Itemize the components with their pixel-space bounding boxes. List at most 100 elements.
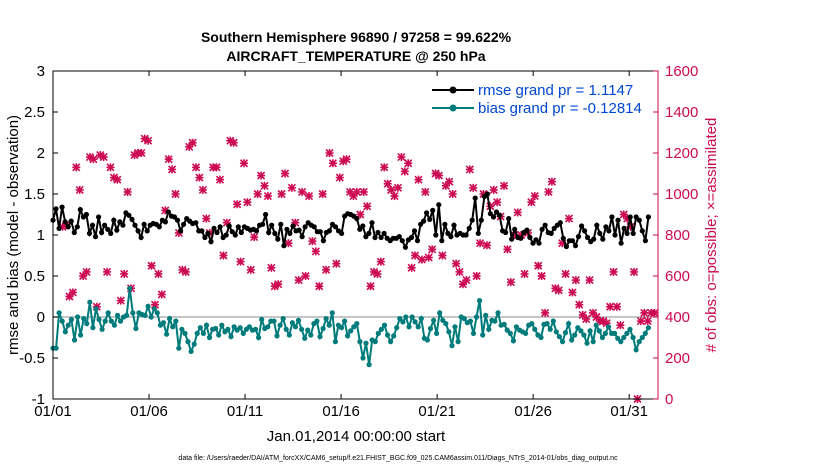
bias-point (326, 322, 332, 328)
obs-count-point (585, 276, 594, 285)
bias-point (56, 310, 62, 316)
bias-point (483, 312, 489, 318)
obs-count-point (280, 169, 290, 178)
bias-point (624, 330, 630, 336)
obs-count-point (113, 175, 122, 184)
rmse-point (636, 217, 642, 223)
obs-count-point (308, 237, 317, 246)
rmse-point (487, 211, 493, 217)
rmse-point (579, 223, 585, 229)
bias-point (391, 333, 397, 339)
obs-count-point (154, 269, 163, 279)
rmse-point (83, 211, 89, 218)
x-tick-label-6: 01/31 (610, 403, 648, 420)
bias-point (87, 299, 93, 305)
obs-count-point (588, 308, 598, 317)
rmse-point (138, 234, 144, 241)
bias-point (53, 345, 59, 351)
rmse-point (527, 234, 533, 241)
y-tick-label-2: 0 (37, 309, 45, 326)
bias-point (75, 314, 81, 320)
rmse-point (120, 222, 126, 228)
bias-point (323, 316, 329, 322)
bias-point (581, 332, 587, 338)
rmse-point (53, 206, 59, 212)
bias-point (124, 312, 130, 318)
rmse-point (612, 232, 618, 238)
rmse-point (639, 228, 645, 234)
obs-count-point (342, 155, 351, 164)
rmse-point (436, 202, 442, 208)
rmse-point (563, 243, 570, 250)
bias-point (621, 334, 627, 341)
obs-count-point (89, 155, 98, 164)
y-tick-label-6: 2 (37, 145, 45, 162)
obs-count-point (229, 138, 238, 147)
obs-count-point (325, 148, 334, 158)
y2-tick-label-4: 800 (665, 227, 690, 244)
rmse-point (539, 226, 545, 232)
bias-point (185, 339, 191, 345)
obs-count-point (410, 251, 420, 260)
bias-point (360, 355, 366, 361)
rmse-point (381, 230, 387, 236)
y2-tick-label-2: 400 (665, 309, 690, 326)
rmse-point (463, 232, 469, 238)
obs-count-point (233, 200, 242, 209)
obs-count-point (400, 167, 409, 176)
rmse-point (378, 234, 384, 241)
y-tick-label-8: 3 (37, 63, 45, 80)
bias-point (366, 362, 372, 368)
rmse-point (320, 238, 326, 244)
obs-count-point (311, 247, 320, 256)
obs-count-point (554, 286, 563, 295)
obs-count-point (571, 276, 580, 285)
bias-point (203, 322, 210, 328)
y-axis-label: rmse and bias (model - observation) (5, 115, 22, 355)
bias-point (394, 325, 400, 331)
bias-point (283, 326, 289, 332)
bias-point (173, 318, 179, 324)
bias-point (443, 321, 449, 327)
bias-point (495, 310, 501, 316)
rmse-point (530, 240, 536, 246)
obs-count-point (147, 261, 156, 270)
rmse-point (92, 234, 99, 240)
rmse-point (466, 225, 472, 231)
obs-count-point (503, 245, 512, 254)
bias-point (84, 321, 90, 327)
rmse-point (512, 226, 518, 232)
obs-count-point (137, 148, 146, 158)
bias-point (602, 330, 609, 336)
bias-point (274, 333, 280, 339)
bias-point (164, 331, 170, 337)
rmse-point (551, 225, 557, 231)
obs-count-point (640, 308, 649, 317)
bias-point (556, 334, 563, 340)
bias-point (348, 328, 354, 334)
bias-point (415, 324, 421, 330)
obs-count-point (390, 191, 399, 201)
rmse-point (135, 228, 141, 234)
obs-count-point (318, 189, 327, 199)
rmse-point (366, 230, 372, 236)
bias-point (363, 340, 369, 346)
obs-count-point (407, 263, 416, 272)
x-tick-label-3: 01/16 (322, 403, 360, 420)
rmse-point (542, 222, 548, 228)
rmse-point (439, 238, 445, 244)
rmse-point (448, 234, 454, 240)
rmse-point (162, 219, 168, 225)
obs-count-point (455, 267, 464, 276)
rmse-point (89, 222, 96, 228)
obs-count-point (298, 187, 307, 197)
rmse-point (266, 229, 272, 236)
bias-point (130, 310, 136, 316)
bias-point (550, 318, 556, 324)
chart-title: Southern Hemisphere 96890 / 97258 = 99.6… (201, 29, 512, 45)
bias-point (529, 321, 535, 327)
bias-point (194, 330, 200, 336)
bias-point (578, 328, 584, 334)
bias-point (191, 341, 197, 347)
legend-bias-marker (449, 104, 457, 112)
